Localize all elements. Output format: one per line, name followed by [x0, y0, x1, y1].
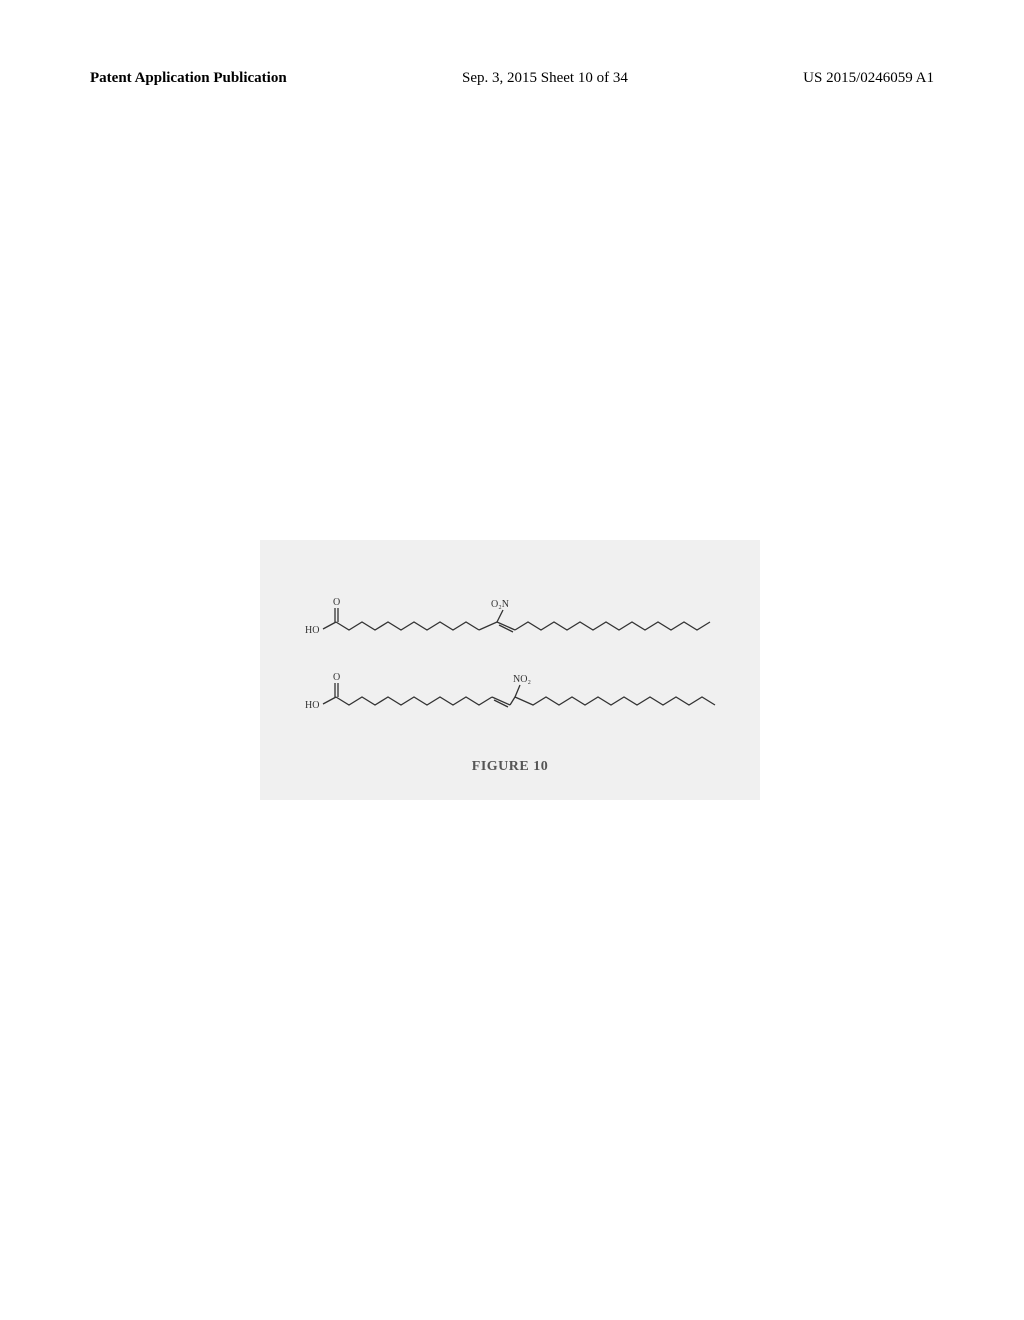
- chemical-structure-2: HO O NO₂: [305, 670, 735, 720]
- ho-label-1: HO: [305, 625, 319, 636]
- nitro-label-2: NO₂: [513, 674, 531, 685]
- o-label-2: O: [333, 672, 340, 683]
- chemical-structure-1: HO O O₂N: [305, 595, 735, 645]
- header-publication-type: Patent Application Publication: [90, 70, 287, 87]
- ho-label-2: HO: [305, 700, 319, 711]
- patent-page: Patent Application Publication Sep. 3, 2…: [0, 0, 1024, 1320]
- figure-panel: HO O O₂N: [260, 540, 760, 800]
- page-header: Patent Application Publication Sep. 3, 2…: [90, 70, 934, 87]
- nitro-label-1: O₂N: [491, 599, 509, 610]
- header-date-sheet: Sep. 3, 2015 Sheet 10 of 34: [462, 70, 628, 87]
- figure-caption: FIGURE 10: [260, 759, 760, 775]
- o-label-1: O: [333, 597, 340, 608]
- header-patent-number: US 2015/0246059 A1: [803, 70, 934, 87]
